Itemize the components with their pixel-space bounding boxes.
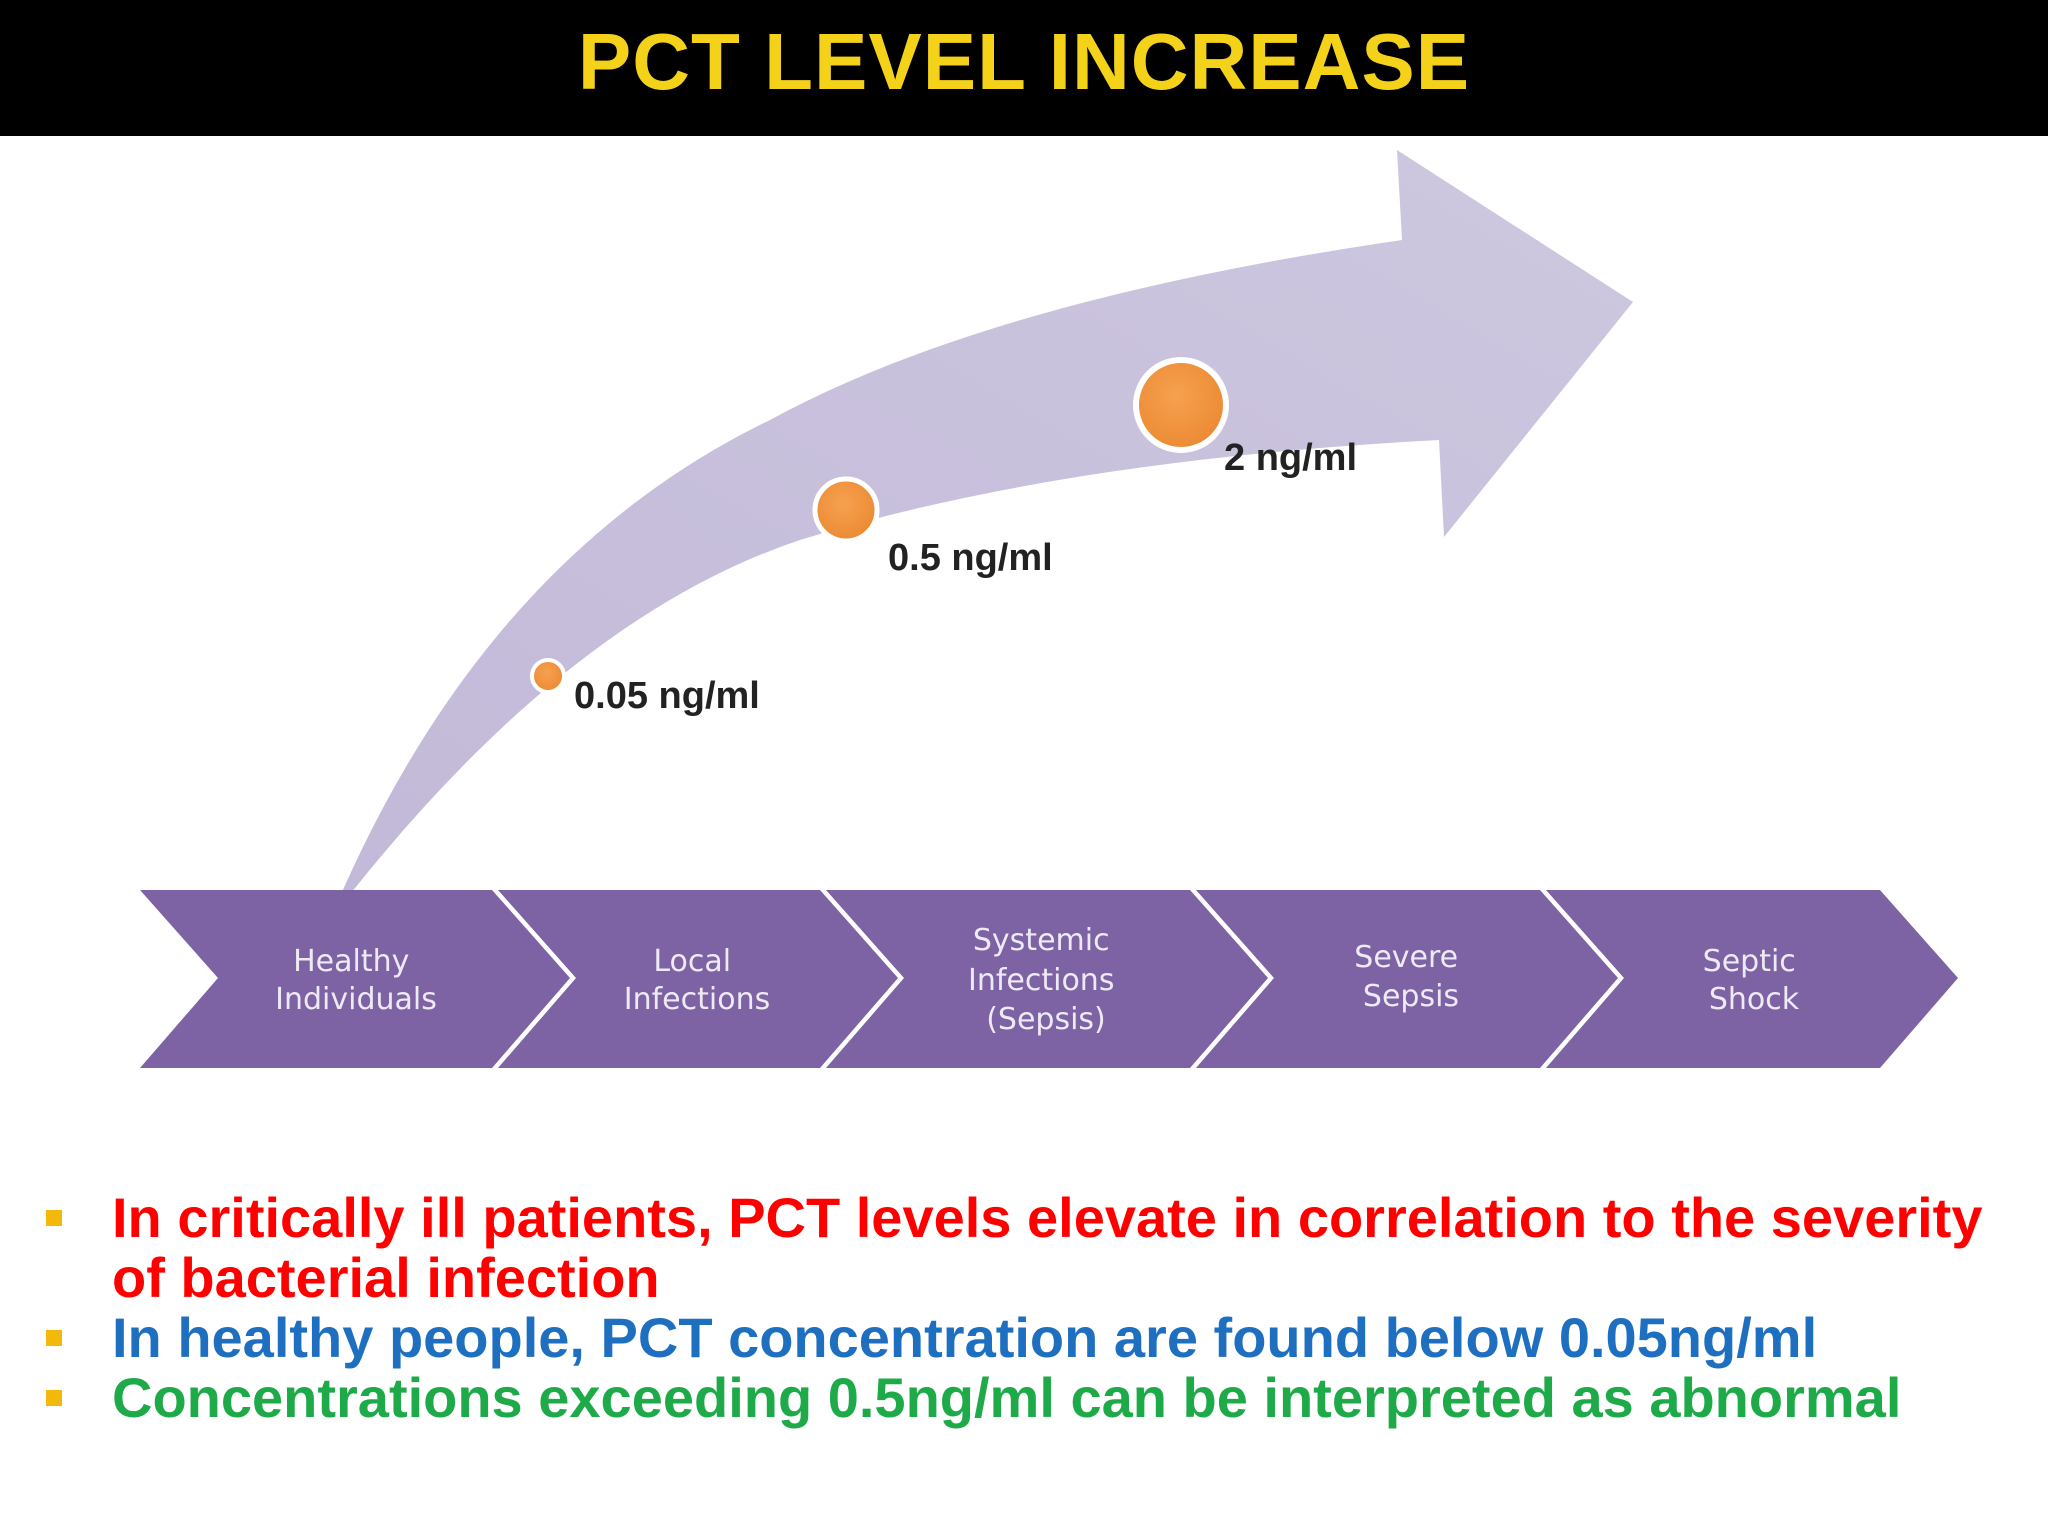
bullet-text: Concentrations exceeding 0.5ng/ml can be… [112,1366,1902,1429]
bullet-item-healthy-people: In healthy people, PCT concentration are… [40,1308,2030,1368]
stage-chevron-severe [1196,890,1618,1068]
bullet-square-icon [46,1390,62,1406]
level-label-2: 2 ng/ml [1224,437,1357,479]
stage-label-systemic: Systemic Infections (Sepsis) [968,923,1124,1037]
pct-progression-diagram: Healthy Individuals Local Infections Sys… [140,150,1958,1068]
bullet-text: In critically ill patients, PCT levels e… [112,1186,1983,1309]
level-dot-2 [1133,357,1229,453]
level-dot-0-05 [530,658,566,694]
curved-progress-arrow [330,150,1633,920]
stage-label-septic: Septic Shock [1703,944,1806,1017]
stage-chevron-row [140,890,1958,1068]
bullet-square-icon [46,1210,62,1226]
stage-chevron-healthy [140,890,570,1068]
bullet-list: In critically ill patients, PCT levels e… [40,1188,2030,1428]
stage-label-healthy: Healthy Individuals [275,944,437,1017]
bullet-text: In healthy people, PCT concentration are… [112,1306,1818,1369]
slide-title: PCT LEVEL INCREASE [577,17,1471,106]
bullet-square-icon [46,1330,62,1346]
level-label-0-5: 0.5 ng/ml [888,537,1053,579]
stage-chevron-systemic [826,890,1268,1068]
stage-label-local: Local Infections [624,944,770,1017]
bullet-item-abnormal-threshold: Concentrations exceeding 0.5ng/ml can be… [40,1368,2030,1428]
bullet-item-critically-ill: In critically ill patients, PCT levels e… [40,1188,2030,1308]
level-label-0-05: 0.05 ng/ml [574,675,760,717]
title-bar [0,0,2048,136]
stage-label-severe: Severe Sepsis [1354,940,1467,1014]
stage-chevron-septic [1546,890,1958,1068]
level-dot-0-5 [812,476,880,544]
stage-chevron-local [498,890,898,1068]
